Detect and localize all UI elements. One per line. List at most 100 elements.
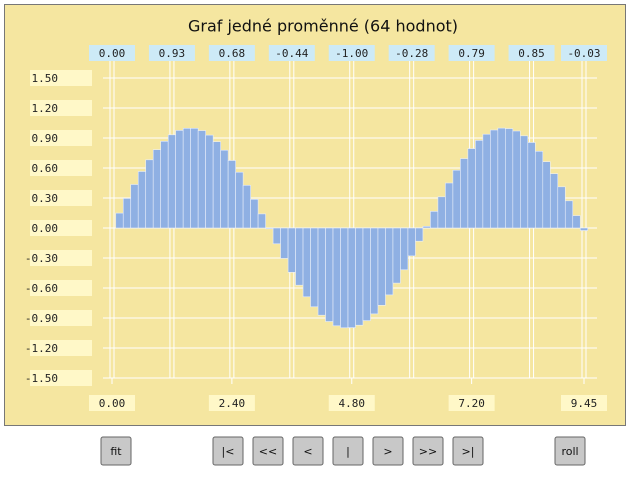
button[interactable]: [554, 436, 586, 466]
bar: [430, 211, 439, 229]
button[interactable]: [100, 436, 132, 466]
bar: [445, 182, 454, 229]
button[interactable]: [252, 436, 284, 466]
button-label[interactable]: |<: [222, 445, 235, 458]
y-tick-label: 1.50: [32, 72, 59, 85]
label: 0.79: [458, 47, 485, 60]
bar: [302, 227, 311, 298]
bar: [437, 196, 446, 229]
bar: [452, 169, 461, 229]
bar: [310, 227, 319, 308]
label: 0.00: [99, 47, 126, 60]
y-tick-box: [30, 340, 92, 356]
button-label[interactable]: >>: [419, 445, 437, 458]
label-box: [268, 45, 315, 61]
bar: [272, 227, 281, 245]
y-tick-label: -0.60: [25, 282, 58, 295]
y-tick-box: [30, 280, 92, 296]
y-tick-box: [30, 160, 92, 176]
bar: [490, 129, 499, 229]
button[interactable]: [452, 436, 484, 466]
y-tick-box: [30, 250, 92, 266]
y-tick-box: [30, 370, 92, 386]
bar: [370, 227, 379, 315]
bar: [347, 227, 356, 328]
bar: [175, 130, 184, 229]
bar: [212, 141, 221, 229]
bar: [460, 158, 469, 229]
label-box: [328, 45, 375, 61]
y-tick-label: 0.90: [32, 132, 59, 145]
bar: [190, 128, 199, 229]
label: 9.45: [571, 397, 598, 410]
label: 0.93: [159, 47, 186, 60]
label: 0.68: [219, 47, 246, 60]
button[interactable]: [292, 436, 324, 466]
bar: [220, 149, 229, 229]
label-box: [508, 45, 555, 61]
label-box: [89, 395, 135, 411]
bar: [542, 161, 551, 229]
bar: [482, 133, 491, 229]
bar: [422, 226, 431, 229]
button-label[interactable]: <: [303, 445, 312, 458]
label: -0.44: [275, 47, 308, 60]
y-tick-label: 0.60: [32, 162, 59, 175]
button[interactable]: [372, 436, 404, 466]
bar: [122, 198, 132, 229]
label: 0.00: [99, 397, 126, 410]
bar: [182, 128, 191, 229]
y-tick-label: 0.00: [32, 222, 59, 235]
bar: [242, 185, 251, 229]
bar: [325, 227, 334, 322]
bar: [520, 135, 529, 229]
button[interactable]: [412, 436, 444, 466]
button[interactable]: [332, 436, 364, 466]
y-tick-box: [30, 130, 92, 146]
button-label[interactable]: fit: [110, 445, 122, 458]
button-label[interactable]: roll: [561, 445, 578, 458]
label-box: [148, 45, 195, 61]
label-box: [448, 395, 495, 411]
bar: [250, 199, 259, 229]
bar: [564, 200, 574, 229]
bar: [400, 227, 409, 271]
label-box: [561, 45, 607, 61]
label: -0.03: [567, 47, 600, 60]
y-tick-label: -0.90: [25, 312, 58, 325]
bar: [467, 148, 476, 229]
button-label[interactable]: |: [346, 445, 350, 458]
y-tick-box: [30, 100, 92, 116]
bar: [160, 141, 169, 229]
label: 2.40: [219, 397, 246, 410]
bar: [579, 227, 589, 231]
button-label[interactable]: <<: [259, 445, 277, 458]
y-tick-box: [30, 220, 92, 236]
bar: [227, 160, 236, 229]
button[interactable]: [212, 436, 244, 466]
bar: [557, 186, 566, 229]
y-tick-label: -1.20: [25, 342, 58, 355]
label: 7.20: [458, 397, 485, 410]
button-label[interactable]: >: [383, 445, 392, 458]
bar: [527, 142, 536, 229]
label-box: [208, 395, 255, 411]
y-tick-label: -0.30: [25, 252, 58, 265]
bar: [475, 140, 484, 229]
bar: [152, 149, 161, 229]
button-label[interactable]: >|: [462, 445, 475, 458]
bar: [280, 227, 289, 259]
label-box: [388, 45, 435, 61]
label-box: [328, 395, 375, 411]
bar: [257, 213, 266, 229]
bar: [377, 227, 386, 306]
bar: [362, 227, 371, 321]
bar: [572, 215, 581, 229]
y-tick-box: [30, 70, 92, 86]
bar: [505, 128, 514, 229]
label-box: [561, 395, 607, 411]
bar: [549, 173, 559, 229]
bar: [235, 171, 244, 229]
